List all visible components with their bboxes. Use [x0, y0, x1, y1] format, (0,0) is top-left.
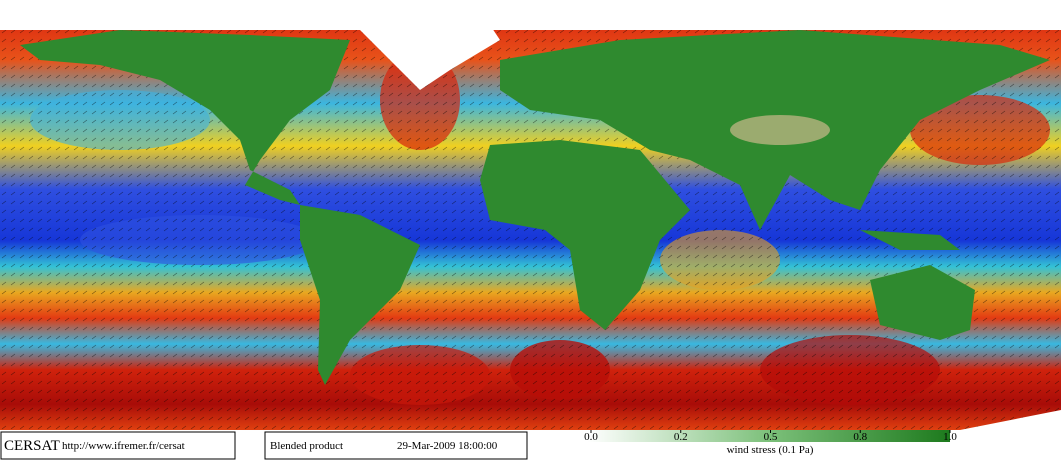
logo: CERSAT — [4, 438, 60, 454]
logo-box — [0, 431, 236, 460]
map — [0, 0, 1061, 430]
colorbar-label: wind stress (0.1 Pa) — [727, 444, 814, 456]
colorbar — [588, 430, 950, 442]
colorbar-tick-label: 0.8 — [853, 431, 867, 443]
url: http://www.ifremer.fr/cersat — [62, 440, 185, 452]
date: 29-Mar-2009 18:00:00 — [397, 440, 498, 452]
colorbar-tick-label: 0.2 — [674, 431, 688, 443]
colorbar-tick-label: 1.0 — [943, 431, 957, 443]
colorbar-tick-label: 0.0 — [584, 431, 598, 443]
footer: CERSAT http://www.ifremer.fr/cersat Blen… — [0, 430, 1061, 462]
info-box — [264, 431, 528, 460]
product: Blended product — [270, 440, 343, 452]
colorbar-tick-label: 0.5 — [764, 431, 778, 443]
